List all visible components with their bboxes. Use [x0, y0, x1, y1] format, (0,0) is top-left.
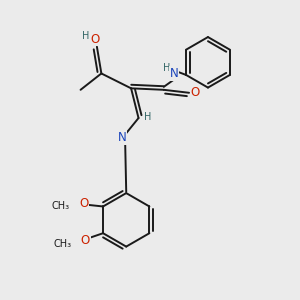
Text: N: N	[170, 67, 178, 80]
Text: O: O	[190, 86, 200, 99]
Text: N: N	[118, 131, 127, 144]
Text: CH₃: CH₃	[51, 201, 70, 211]
Text: H: H	[163, 62, 170, 73]
Text: H: H	[144, 112, 152, 122]
Text: O: O	[81, 234, 90, 247]
Text: CH₃: CH₃	[54, 239, 72, 249]
Text: O: O	[79, 197, 88, 210]
Text: H: H	[82, 31, 89, 41]
Text: O: O	[91, 33, 100, 46]
